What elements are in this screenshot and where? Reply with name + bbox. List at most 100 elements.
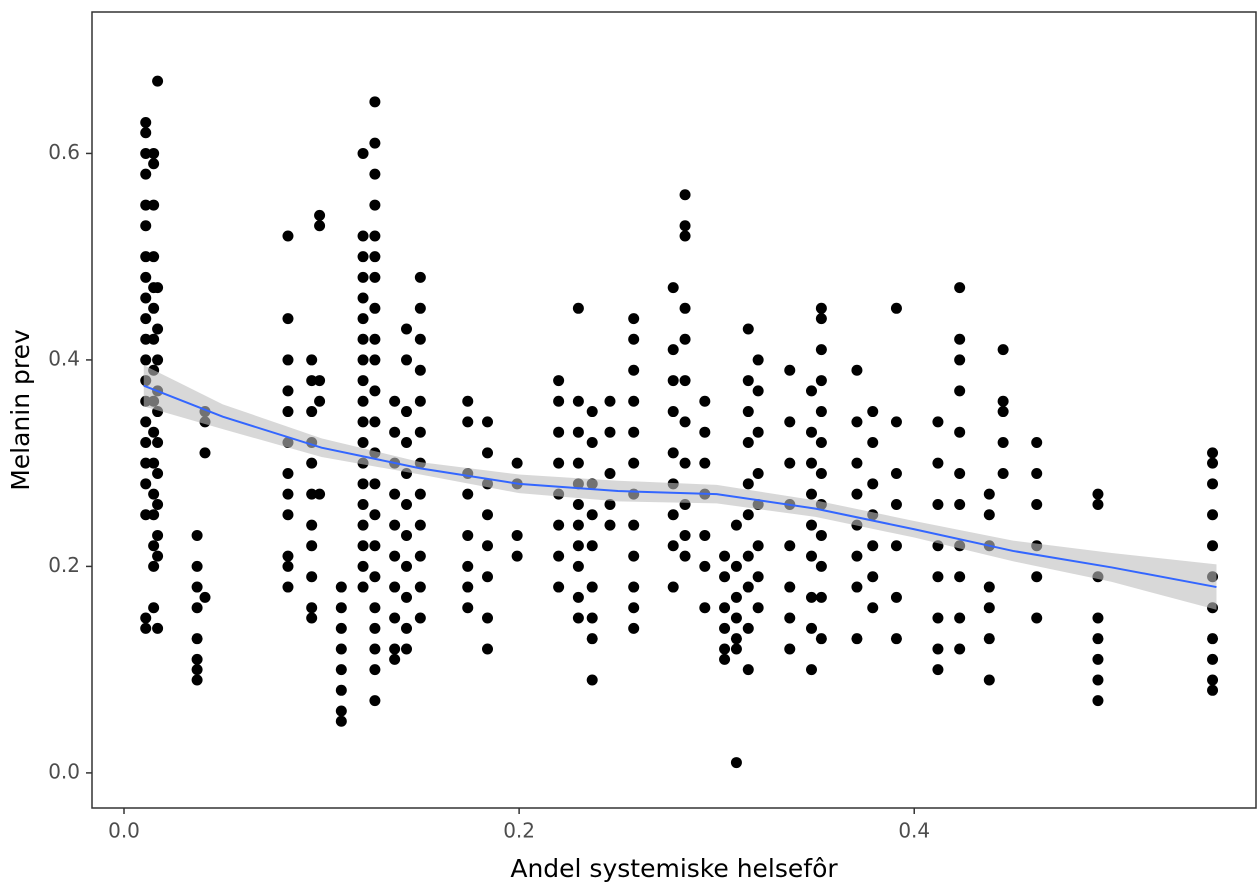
point [572,302,584,314]
point [306,375,318,387]
point [462,395,474,407]
point [805,622,817,634]
point [191,529,203,541]
point [335,643,347,655]
point [553,519,565,531]
point [667,406,679,418]
point [191,664,203,676]
point [152,437,164,449]
point [815,560,827,572]
point [730,612,742,624]
point [401,560,413,572]
point [401,498,413,510]
point [335,715,347,727]
point [369,96,381,108]
point [148,457,160,469]
point [890,633,902,645]
point [140,116,152,128]
point [954,385,966,397]
point [752,354,764,366]
point [140,354,152,366]
point [282,581,294,593]
point [152,529,164,541]
point [482,612,494,624]
point [628,550,640,562]
point [586,674,598,686]
point [511,550,523,562]
point [699,529,711,541]
point [369,602,381,614]
point [369,230,381,242]
point [851,488,863,500]
point [932,643,944,655]
point [369,199,381,211]
point [784,416,796,428]
point [369,271,381,283]
point [679,302,691,314]
point [572,612,584,624]
point [140,271,152,283]
point [369,622,381,634]
point [805,426,817,438]
point [667,344,679,356]
x-tick-label: 0.0 [108,819,140,843]
point [815,591,827,603]
point [586,633,598,645]
point [679,220,691,232]
point [191,581,203,593]
point [1207,447,1219,459]
point [628,333,640,345]
point [997,344,1009,356]
point [482,643,494,655]
point [784,581,796,593]
point [667,509,679,521]
point [140,509,152,521]
point [628,581,640,593]
point [679,457,691,469]
point [553,395,565,407]
point [140,251,152,263]
point [742,323,754,335]
point [357,375,369,387]
y-tick-label: 0.6 [48,140,80,164]
point [730,633,742,645]
point [628,457,640,469]
point [679,189,691,201]
point [890,540,902,552]
point [699,560,711,572]
point [140,168,152,180]
point [983,602,995,614]
point [628,364,640,376]
point [414,271,426,283]
point [752,426,764,438]
point [357,437,369,449]
point [667,282,679,294]
point [140,437,152,449]
point [851,457,863,469]
point [191,560,203,572]
point [867,437,879,449]
point [867,602,879,614]
point [140,147,152,159]
point [784,643,796,655]
point [628,602,640,614]
plot-border [91,11,1257,809]
point [148,488,160,500]
point [1092,674,1104,686]
point [553,581,565,593]
point [282,354,294,366]
point [335,581,347,593]
point [357,395,369,407]
point [954,571,966,583]
point [997,437,1009,449]
point [369,509,381,521]
point [401,437,413,449]
point [152,498,164,510]
point [140,313,152,325]
point [369,137,381,149]
point [414,302,426,314]
point [742,581,754,593]
point [140,612,152,624]
point [572,395,584,407]
point [306,571,318,583]
